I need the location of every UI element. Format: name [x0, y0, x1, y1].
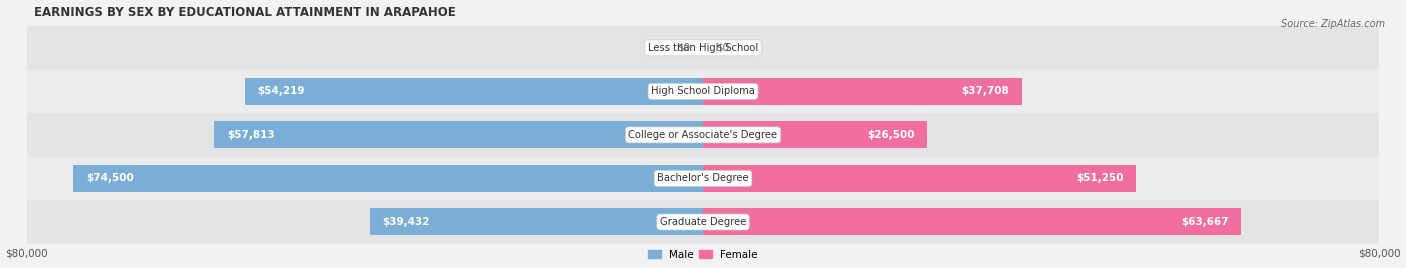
Text: $26,500: $26,500: [866, 130, 914, 140]
Bar: [703, 121, 927, 148]
Text: $74,500: $74,500: [86, 173, 134, 184]
Bar: [27, 113, 1379, 157]
Text: $0: $0: [678, 43, 690, 53]
Text: High School Diploma: High School Diploma: [651, 86, 755, 96]
Bar: [214, 121, 703, 148]
Text: College or Associate's Degree: College or Associate's Degree: [628, 130, 778, 140]
Text: Source: ZipAtlas.com: Source: ZipAtlas.com: [1281, 19, 1385, 29]
Bar: [703, 78, 1022, 105]
Text: $57,813: $57,813: [226, 130, 274, 140]
Text: $63,667: $63,667: [1181, 217, 1229, 227]
Bar: [245, 78, 703, 105]
Text: $0: $0: [716, 43, 728, 53]
Text: $51,250: $51,250: [1076, 173, 1123, 184]
Bar: [370, 209, 703, 236]
Text: Less than High School: Less than High School: [648, 43, 758, 53]
Legend: Male, Female: Male, Female: [644, 245, 762, 264]
Text: EARNINGS BY SEX BY EDUCATIONAL ATTAINMENT IN ARAPAHOE: EARNINGS BY SEX BY EDUCATIONAL ATTAINMEN…: [34, 6, 456, 18]
Text: $54,219: $54,219: [257, 86, 305, 96]
Bar: [703, 209, 1241, 236]
Text: Graduate Degree: Graduate Degree: [659, 217, 747, 227]
Bar: [27, 26, 1379, 70]
Text: Bachelor's Degree: Bachelor's Degree: [657, 173, 749, 184]
Text: $37,708: $37,708: [962, 86, 1010, 96]
Bar: [27, 200, 1379, 244]
Bar: [27, 157, 1379, 200]
Text: $39,432: $39,432: [382, 217, 430, 227]
Bar: [27, 70, 1379, 113]
Bar: [703, 165, 1136, 192]
Bar: [73, 165, 703, 192]
